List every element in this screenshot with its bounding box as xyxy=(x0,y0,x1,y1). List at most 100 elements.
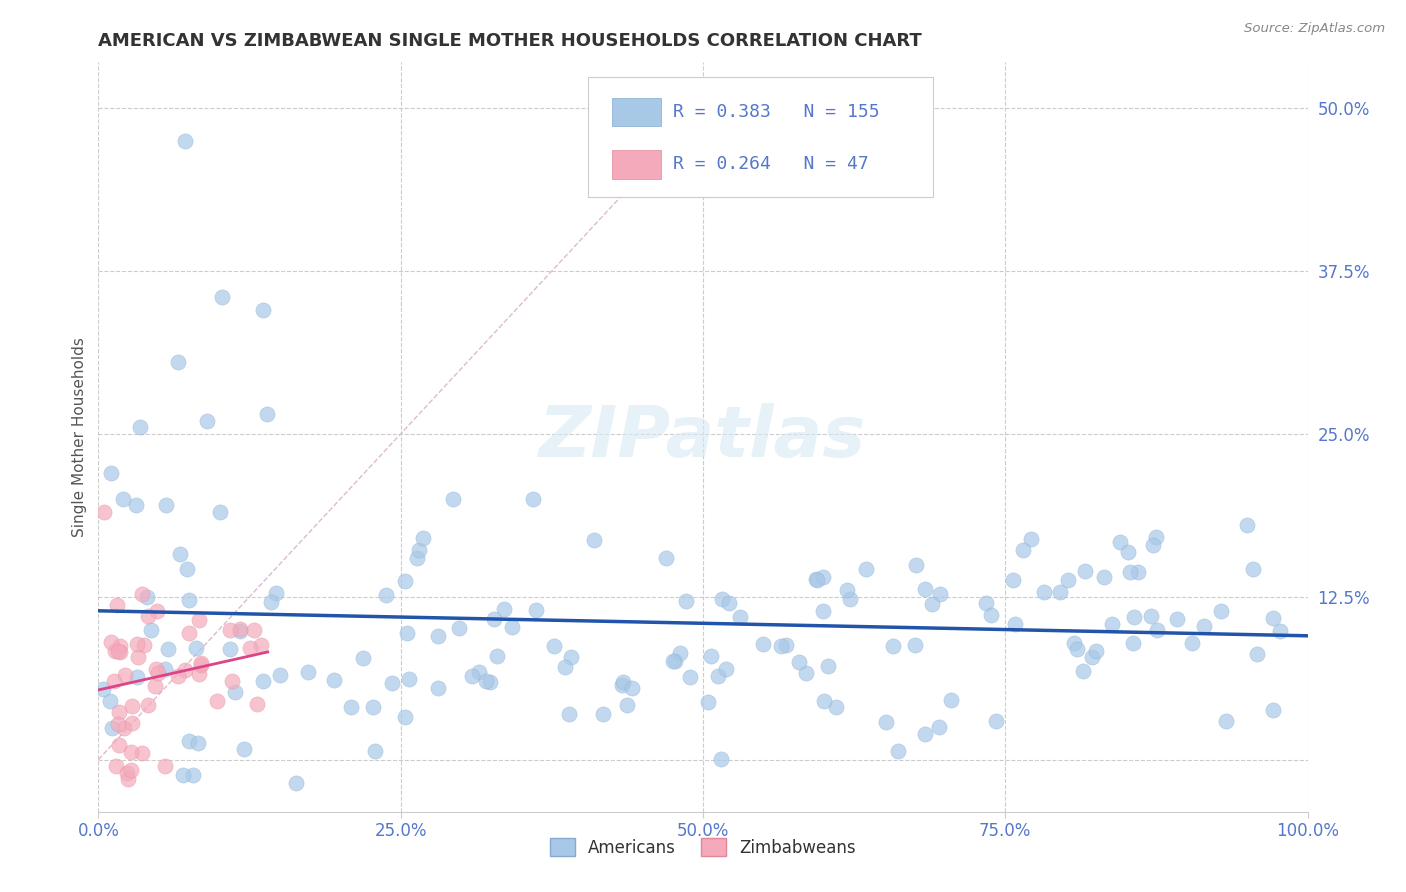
Point xyxy=(427,629,450,643)
Point xyxy=(1139,609,1161,624)
Point xyxy=(664,654,686,668)
Point xyxy=(246,698,269,712)
Point xyxy=(475,673,498,688)
Point xyxy=(146,666,169,681)
Point xyxy=(714,662,737,676)
Point xyxy=(522,491,544,506)
Point xyxy=(100,466,122,480)
Point xyxy=(264,586,287,600)
Point xyxy=(557,706,579,721)
Point xyxy=(1126,565,1149,579)
Point xyxy=(131,746,153,760)
Point xyxy=(706,669,728,683)
Point xyxy=(91,682,114,697)
Point xyxy=(127,670,149,684)
Point xyxy=(101,722,124,736)
Point xyxy=(120,745,142,759)
Point xyxy=(190,656,212,670)
Point xyxy=(179,593,201,607)
Point xyxy=(117,772,139,786)
Point xyxy=(136,590,159,604)
Point xyxy=(412,531,434,545)
Point xyxy=(914,582,936,596)
Point xyxy=(120,763,142,777)
Point xyxy=(905,558,928,572)
Point xyxy=(1268,624,1291,639)
Point xyxy=(139,623,162,637)
Point xyxy=(479,675,502,690)
Point xyxy=(1002,573,1025,587)
Point xyxy=(711,591,734,606)
Point xyxy=(806,573,828,587)
Point xyxy=(229,622,252,636)
Point xyxy=(770,639,793,653)
Point xyxy=(1181,636,1204,650)
Point xyxy=(1085,644,1108,658)
Point xyxy=(125,637,148,651)
Point xyxy=(1021,532,1043,546)
Point xyxy=(364,744,387,758)
Point xyxy=(114,668,136,682)
Point xyxy=(1192,619,1215,633)
Point xyxy=(621,681,644,695)
Point xyxy=(155,499,177,513)
Point xyxy=(612,675,634,690)
Bar xyxy=(613,150,661,178)
Point xyxy=(252,674,274,689)
Point xyxy=(616,698,638,713)
Point xyxy=(811,569,834,583)
Point xyxy=(352,650,374,665)
Point xyxy=(441,491,464,506)
Point xyxy=(974,596,997,610)
Point xyxy=(176,562,198,576)
Point xyxy=(811,604,834,618)
Point xyxy=(111,491,134,506)
Point xyxy=(121,699,143,714)
FancyBboxPatch shape xyxy=(588,78,932,197)
Point xyxy=(592,706,614,721)
Point xyxy=(107,644,129,658)
Point xyxy=(252,303,274,318)
Point xyxy=(1122,636,1144,650)
Point xyxy=(103,673,125,688)
Point xyxy=(921,597,943,611)
Point xyxy=(654,551,676,566)
Point xyxy=(153,662,176,676)
Point xyxy=(145,662,167,676)
Point xyxy=(679,671,702,685)
Point xyxy=(1066,642,1088,657)
Point xyxy=(1144,530,1167,544)
Point xyxy=(136,698,159,712)
Point xyxy=(211,290,233,304)
Point xyxy=(104,644,127,658)
Point xyxy=(583,533,606,547)
Point xyxy=(146,604,169,618)
Point xyxy=(187,735,209,749)
Point xyxy=(115,765,138,780)
Point xyxy=(887,744,910,758)
Point xyxy=(172,768,194,782)
Point xyxy=(136,608,159,623)
Point xyxy=(426,681,449,695)
Point xyxy=(100,635,122,649)
Point xyxy=(269,668,291,682)
Point xyxy=(486,649,509,664)
Point xyxy=(243,623,266,637)
Point xyxy=(93,505,115,519)
Point xyxy=(835,582,858,597)
Legend: Americans, Zimbabweans: Americans, Zimbabweans xyxy=(543,832,863,863)
Point xyxy=(1080,649,1102,664)
Point xyxy=(107,706,129,720)
Point xyxy=(190,658,212,673)
Point xyxy=(381,675,404,690)
Point xyxy=(675,594,697,608)
Point xyxy=(806,573,828,587)
Point xyxy=(188,613,211,627)
Point xyxy=(112,721,135,735)
Point xyxy=(492,602,515,616)
Point xyxy=(105,598,128,612)
Point xyxy=(447,621,470,635)
Point xyxy=(167,669,190,683)
Point xyxy=(813,694,835,708)
Point xyxy=(752,637,775,651)
